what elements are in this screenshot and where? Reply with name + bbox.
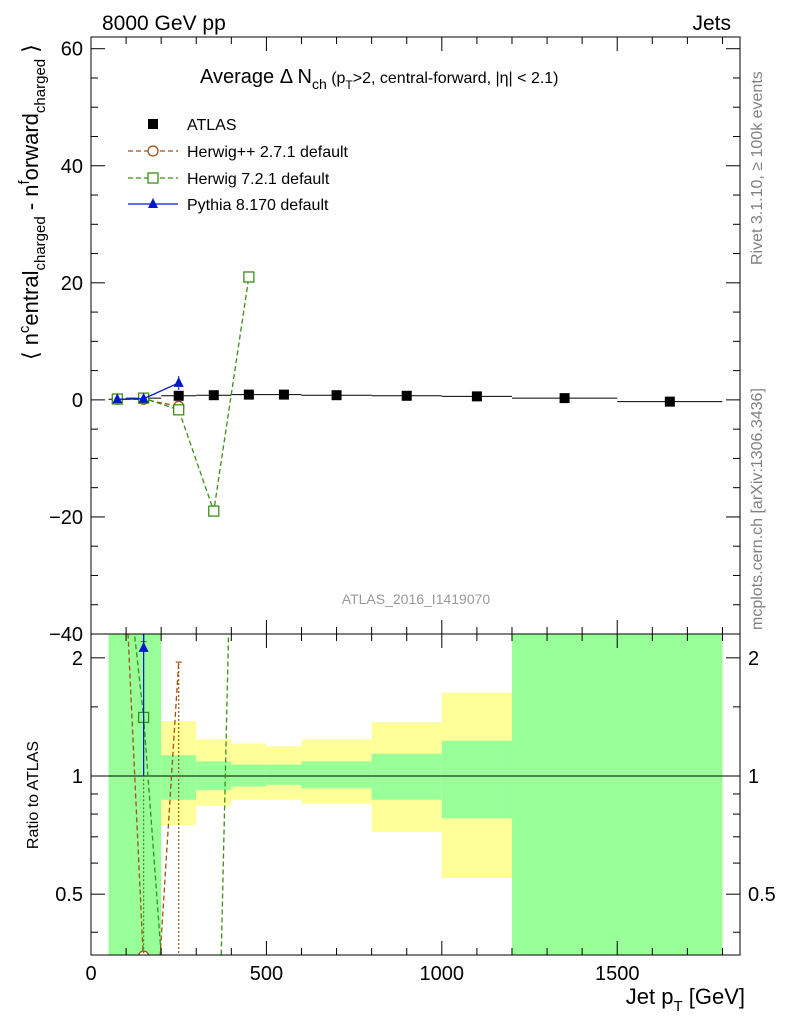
ratio-line: [127, 634, 180, 955]
analysis-watermark: ATLAS_2016_I1419070: [342, 591, 491, 607]
marker-square-open: [147, 172, 159, 184]
ratio-y-tick-label: 1: [72, 766, 83, 788]
x-tick-label: 500: [250, 963, 283, 985]
x-tick-label: 0: [85, 963, 96, 985]
ratio-marker-triangle: [138, 641, 149, 652]
ratio-bands: [91, 634, 740, 955]
marker-square-filled: [471, 391, 482, 402]
marker-square-filled: [278, 389, 289, 400]
ratio-y-tick-label-right: 0.5: [748, 884, 776, 906]
marker-square-open: [208, 505, 220, 517]
rivet-label: Rivet 3.1.10, ≥ 100k events: [749, 71, 766, 265]
ratio-y-tick-label-right: 1: [748, 766, 759, 788]
green-band-bin: [301, 761, 372, 789]
legend-label: Herwig 7.2.1 default: [187, 171, 330, 188]
header-energy: 8000 GeV pp: [102, 12, 226, 35]
ratio-frame: [90, 633, 741, 956]
green-band-bin: [108, 634, 127, 955]
marker-square-filled: [401, 390, 412, 401]
green-band-bin: [266, 764, 302, 785]
header-jets: Jets: [692, 12, 731, 35]
mcplots-label: mcplots.cern.ch [arXiv:1306.3436]: [749, 388, 766, 630]
main-ylabel: ⟨ ncentralcharged - nforwardcharged ⟩: [16, 44, 49, 360]
ratio-y-tick-label-right: 2: [748, 648, 759, 670]
marker-triangle-filled: [138, 392, 149, 403]
axes: −40 −20 0 20 40 60 0 500 1000 1500 0.5 0.5 1 1 2 2: [49, 36, 776, 985]
marker-square-filled: [243, 389, 254, 400]
marker-square-filled: [148, 119, 158, 129]
ratio-line: [220, 634, 230, 955]
x-tick-label: 1000: [420, 963, 465, 985]
series-line: [117, 382, 179, 400]
legend: ATLAS Herwig++ 2.7.1 default Herwig 7.2.1 …: [128, 117, 349, 214]
main-title: Average Δ Nch (pT>2, central-forward, |η…: [200, 66, 559, 92]
y-tick-label: 40: [61, 156, 83, 178]
legend-label: ATLAS: [187, 117, 237, 134]
ratio-ylabel: Ratio to ATLAS: [25, 741, 42, 849]
ratio-y-tick-label: 0.5: [55, 884, 83, 906]
marker-square-filled: [664, 396, 675, 407]
marker-triangle-filled: [148, 198, 158, 208]
y-tick-label: 60: [61, 39, 83, 61]
ratio-series: [127, 634, 230, 955]
green-band-bin: [371, 753, 442, 800]
marker-square-filled: [331, 390, 342, 401]
y-tick-label: 0: [72, 390, 83, 412]
legend-label: Pythia 8.170 default: [187, 197, 329, 214]
main-series: [108, 271, 723, 517]
green-band-bin: [441, 740, 512, 819]
y-tick-label: −40: [49, 624, 83, 646]
x-tick-label: 1500: [595, 963, 640, 985]
y-tick-label: −20: [49, 507, 83, 529]
marker-square-open: [173, 404, 185, 416]
marker-square-filled: [559, 393, 570, 404]
marker-triangle-filled: [112, 393, 123, 404]
y-tick-label: 20: [61, 273, 83, 295]
green-band-bin: [161, 755, 197, 800]
green-band-bin: [511, 634, 723, 955]
marker-triangle-filled: [173, 376, 184, 387]
marker-square-filled: [208, 390, 219, 401]
marker-square-open: [243, 271, 255, 283]
marker-circle-open: [147, 145, 159, 157]
marker-square-filled: [173, 390, 184, 401]
legend-label: Herwig++ 2.7.1 default: [187, 144, 349, 161]
ratio-y-tick-label: 2: [72, 648, 83, 670]
xlabel: Jet pT [GeV]: [626, 984, 745, 1015]
